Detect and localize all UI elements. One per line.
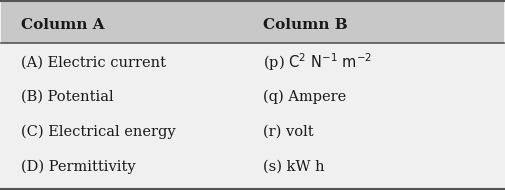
Text: (D) Permittivity: (D) Permittivity [22,160,136,174]
Text: (r) volt: (r) volt [263,124,313,139]
Text: (A) Electric current: (A) Electric current [22,55,167,69]
Text: (C) Electrical energy: (C) Electrical energy [22,124,176,139]
Text: (p) $\mathrm{C^{2}\ N^{-1}\ m^{-2}}$: (p) $\mathrm{C^{2}\ N^{-1}\ m^{-2}}$ [263,51,372,73]
Text: (B) Potential: (B) Potential [22,90,114,104]
Text: (s) kW h: (s) kW h [263,160,324,174]
Text: Column A: Column A [22,18,105,32]
Text: Column B: Column B [263,18,347,32]
FancyBboxPatch shape [2,1,503,43]
Text: (q) Ampere: (q) Ampere [263,90,346,104]
